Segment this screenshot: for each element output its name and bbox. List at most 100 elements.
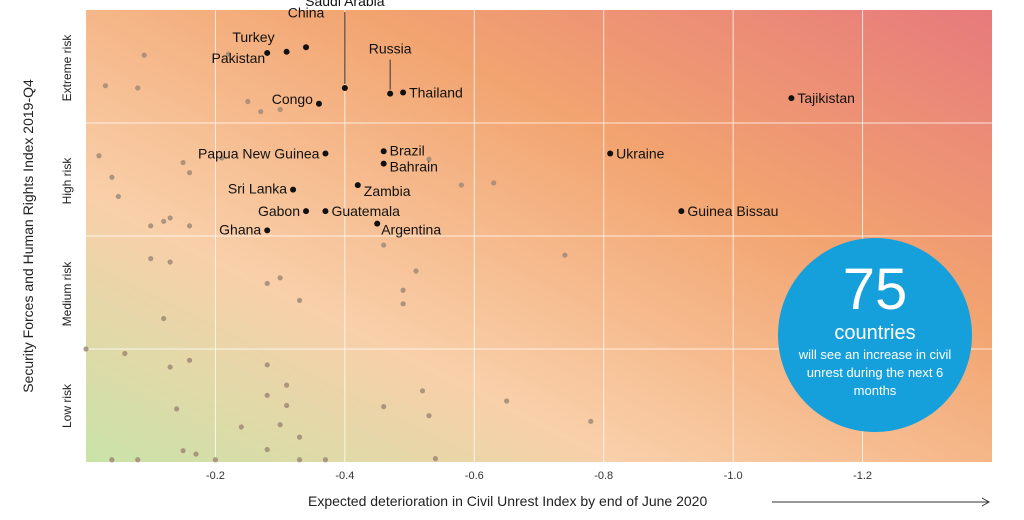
unlabeled-point — [115, 193, 121, 200]
label-ghana: Ghana — [219, 221, 261, 237]
label-guatemala: Guatemala — [331, 203, 400, 219]
unlabeled-point — [167, 364, 173, 370]
unlabeled-point — [432, 456, 439, 462]
label-argentina: Argentina — [381, 222, 441, 238]
unlabeled-point — [277, 106, 283, 113]
unlabeled-point — [413, 268, 419, 274]
label-congo: Congo — [272, 91, 313, 107]
x-axis-label: Expected deterioration in Civil Unrest I… — [308, 493, 708, 509]
point-zambia — [354, 182, 361, 189]
unlabeled-point — [426, 156, 432, 162]
x-axis-arrow — [772, 497, 991, 507]
label-bahrain: Bahrain — [390, 159, 438, 175]
band-label-low: Low risk — [60, 383, 74, 429]
label-guinea-bissau: Guinea Bissau — [687, 203, 778, 219]
point-guatemala — [322, 208, 329, 215]
unlabeled-point — [400, 301, 406, 307]
unlabeled-point — [102, 83, 109, 89]
label-zambia: Zambia — [364, 183, 411, 199]
point-ghana — [264, 227, 271, 234]
y-axis-label: Security Forces and Human Rights Index 2… — [20, 79, 36, 393]
unlabeled-point — [161, 315, 167, 322]
x-tick-label: -0.4 — [335, 470, 354, 482]
unlabeled-point — [186, 357, 193, 363]
unlabeled-point — [148, 223, 154, 229]
unlabeled-point — [400, 287, 406, 293]
point-saudi-arabia — [341, 84, 348, 91]
unlabeled-point — [238, 424, 244, 430]
unlabeled-point — [419, 388, 426, 394]
band-label-medium: Medium risk — [60, 261, 74, 327]
unlabeled-point — [322, 457, 329, 463]
unlabeled-point — [225, 51, 231, 57]
point-guinea-bissau — [678, 208, 685, 215]
unlabeled-point — [167, 215, 173, 221]
callout-circle: 75 countries will see an increase in civ… — [778, 238, 972, 432]
x-tick-label: -0.6 — [465, 470, 484, 482]
x-tick-label: -1.0 — [724, 470, 743, 482]
unlabeled-point — [381, 404, 387, 410]
x-tick-label: -0.8 — [594, 470, 613, 482]
unlabeled-point — [588, 418, 594, 424]
unlabeled-point — [296, 434, 303, 440]
unlabeled-point — [284, 382, 290, 388]
x-tick-label: -0.2 — [206, 470, 225, 482]
unlabeled-point — [264, 280, 270, 287]
point-brazil — [380, 148, 387, 155]
point-congo — [315, 100, 322, 107]
unlabeled-point — [264, 392, 270, 398]
label-thailand: Thailand — [409, 84, 463, 100]
point-sri-lanka — [290, 186, 297, 193]
label-tajikistan: Tajikistan — [797, 90, 855, 106]
x-tick-label: -1.2 — [853, 470, 872, 482]
unlabeled-point — [277, 275, 283, 281]
unlabeled-point — [381, 242, 387, 248]
label-russia: Russia — [369, 41, 412, 57]
point-papua-new-guinea — [322, 150, 329, 157]
unlabeled-point — [426, 413, 432, 419]
unlabeled-point — [83, 346, 89, 352]
point-china — [303, 44, 310, 51]
label-pakistan: Pakistan — [211, 50, 265, 66]
point-russia — [387, 90, 394, 97]
unlabeled-point — [135, 85, 141, 91]
band-label-high: High risk — [60, 157, 74, 205]
point-argentina — [374, 220, 381, 227]
unlabeled-point — [161, 218, 167, 224]
band-label-extreme: Extreme risk — [60, 34, 74, 102]
unlabeled-point — [186, 223, 193, 229]
unlabeled-point — [491, 180, 497, 186]
callout-number: 75 — [842, 257, 908, 322]
x-tick-labels: -0.2 -0.4 -0.6 -0.8 -1.0 -1.2 — [206, 470, 872, 482]
label-saudi-arabia: Saudi Arabia — [305, 0, 385, 9]
label-sri-lanka: Sri Lanka — [228, 181, 287, 197]
point-pakistan — [264, 49, 271, 56]
unlabeled-point — [458, 182, 464, 188]
unlabeled-point — [284, 402, 290, 409]
unlabeled-point — [135, 457, 141, 463]
unlabeled-point — [96, 153, 102, 159]
unlabeled-point — [245, 98, 251, 105]
point-thailand — [400, 89, 407, 96]
unlabeled-point — [174, 406, 180, 412]
label-brazil: Brazil — [390, 142, 425, 158]
callout-word: countries — [834, 322, 916, 344]
unlabeled-point — [180, 159, 186, 166]
label-papua-new-guinea: Papua New Guinea — [198, 146, 320, 162]
callout-text: will see an increase in civil unrest dur… — [798, 347, 952, 398]
unlabeled-points — [83, 51, 594, 463]
label-ukraine: Ukraine — [616, 146, 664, 162]
unlabeled-point — [219, 155, 225, 161]
point-gabon — [303, 208, 310, 215]
point-ukraine — [607, 150, 614, 157]
unlabeled-point — [141, 52, 147, 58]
unlabeled-point — [258, 109, 264, 115]
label-china: China — [288, 4, 325, 20]
unlabeled-point — [212, 457, 219, 463]
unlabeled-point — [277, 422, 283, 428]
unlabeled-point — [167, 259, 173, 265]
point-turkey — [283, 48, 290, 55]
unlabeled-point — [109, 174, 115, 180]
